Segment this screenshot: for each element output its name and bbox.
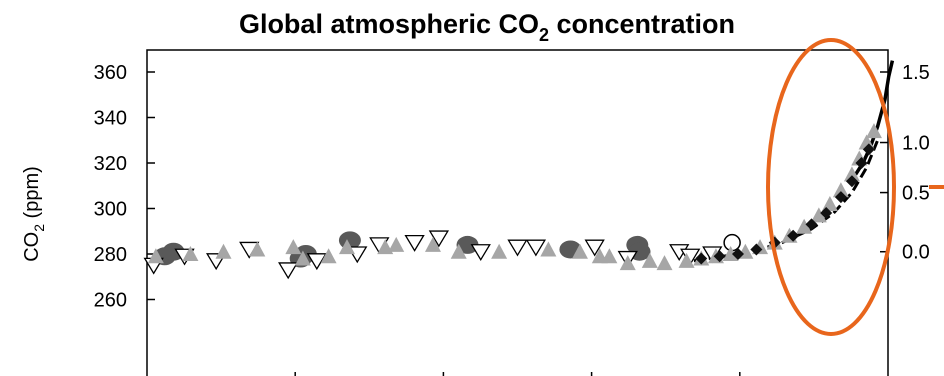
data-point-gray-triangle xyxy=(294,250,311,266)
chart-title: Global atmospheric CO2 concentration xyxy=(239,9,735,45)
data-point-dark-diamond xyxy=(845,175,858,188)
ylabel-subscript: 2 xyxy=(31,224,47,232)
right-tick-label: 1.5 xyxy=(902,62,930,84)
data-point-gray-triangle xyxy=(619,255,636,271)
data-point-gray-triangle xyxy=(285,239,302,255)
data-point-open-triangle xyxy=(404,234,425,252)
right-tick-label: 1.0 xyxy=(902,133,930,155)
data-point-dark-diamond xyxy=(750,243,763,256)
data-point-gray-triangle xyxy=(821,195,838,211)
plot-frame xyxy=(146,49,889,376)
data-point-gray-triangle xyxy=(320,248,337,264)
y-tick-label: 320 xyxy=(94,153,127,175)
y-axis-label: CO2 (ppm) xyxy=(21,166,47,262)
data-point-open-triangle xyxy=(470,244,491,261)
data-point-gray-triangle xyxy=(832,182,849,198)
title-main: Global atmospheric CO xyxy=(239,9,539,39)
data-point-dark-diamond xyxy=(820,207,833,220)
title-subscript: 2 xyxy=(539,25,549,45)
data-point-gray-triangle xyxy=(424,236,441,252)
data-point-gray-triangle xyxy=(722,246,739,261)
data-point-dark-diamond xyxy=(855,157,868,169)
data-point-gray-triangle xyxy=(491,243,508,259)
data-points xyxy=(143,123,882,280)
data-point-gray-triangle xyxy=(215,243,232,259)
data-point-gray-triangle xyxy=(601,248,618,264)
y-tick-label: 340 xyxy=(94,108,127,130)
y-axis: 260 280 300 320 340 360 xyxy=(94,62,155,312)
y-tick-label: 300 xyxy=(94,199,127,221)
data-point-gray-triangle xyxy=(865,123,882,139)
data-point-dark-diamond xyxy=(862,143,875,156)
right-axis: 1.5 1.0 0.5 0.0 xyxy=(880,62,930,264)
data-point-open-triangle xyxy=(507,239,528,257)
y-tick-label: 360 xyxy=(94,62,127,84)
data-point-dark-diamond xyxy=(834,191,847,204)
data-point-gray-triangle xyxy=(571,243,588,259)
data-point-gray-triangle xyxy=(540,241,557,257)
y-tick-label: 260 xyxy=(94,290,127,312)
data-point-gray-triangle xyxy=(810,207,827,223)
data-point-gray-triangle xyxy=(843,166,860,182)
data-point-open-circle xyxy=(723,233,741,252)
data-point-gray-triangle xyxy=(641,252,658,268)
data-point-dark-diamond xyxy=(805,218,818,231)
data-point-open-triangle xyxy=(428,230,450,248)
data-point-gray-triangle xyxy=(182,246,199,261)
data-point-open-triangle xyxy=(584,239,605,257)
data-point-dark-diamond xyxy=(732,248,744,260)
data-point-gray-triangle xyxy=(796,218,813,234)
x-axis-ticks xyxy=(294,372,741,376)
ylabel-rest: (ppm) xyxy=(21,166,43,224)
data-point-gray-triangle xyxy=(249,241,266,257)
data-point-open-triangle xyxy=(278,262,299,280)
data-point-gray-triangle xyxy=(338,239,355,255)
data-point-open-triangle xyxy=(525,239,547,257)
data-point-open-triangle xyxy=(306,253,327,271)
highlight-ellipse xyxy=(766,38,896,336)
right-tick-label: 0.5 xyxy=(902,183,930,205)
title-rest: concentration xyxy=(549,9,735,39)
ylabel-main: CO xyxy=(21,232,43,262)
data-point-dark-diamond xyxy=(713,250,726,263)
data-point-dark-diamond xyxy=(787,229,800,242)
data-point-gray-triangle xyxy=(656,255,673,271)
data-point-gray-triangle xyxy=(678,252,695,268)
data-point-gray-triangle xyxy=(388,236,405,252)
data-point-dark-circle xyxy=(456,235,479,254)
right-tick-label: 0.0 xyxy=(902,242,930,264)
y-tick-label: 280 xyxy=(94,244,127,266)
data-point-gray-triangle xyxy=(147,248,164,264)
data-point-dark-diamond xyxy=(695,252,708,265)
data-point-gray-triangle xyxy=(450,243,467,259)
